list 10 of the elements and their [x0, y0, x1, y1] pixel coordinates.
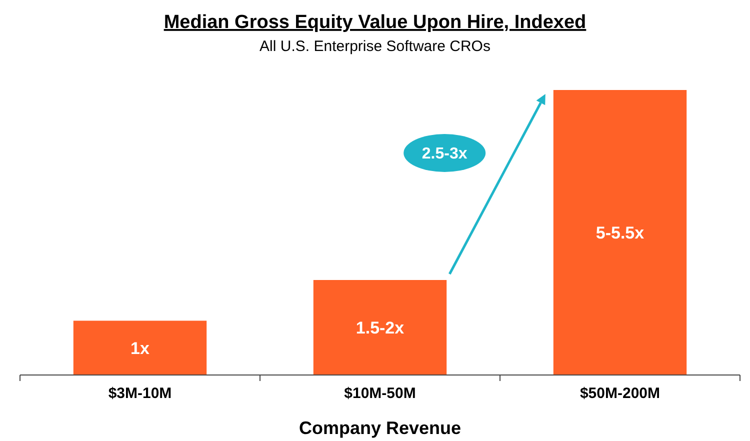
annotation: 2.5-3x	[422, 146, 468, 163]
x-axis-title: Company Revenue	[298, 418, 462, 438]
x-tick-label: $10M-50M	[344, 385, 416, 402]
chart-subtitle: All U.S. Enterprise Software CROs	[260, 38, 490, 55]
data-label: 5-5.5x	[596, 223, 645, 242]
x-tick-label: $50M-200M	[580, 385, 660, 402]
chart-title: Median Gross Equity Value Upon Hire, Indexed	[164, 12, 586, 33]
data-label: 1.5-2x	[356, 318, 405, 338]
x-tick-label: $3M-10M	[108, 385, 172, 402]
data-label: 1x	[130, 338, 150, 358]
